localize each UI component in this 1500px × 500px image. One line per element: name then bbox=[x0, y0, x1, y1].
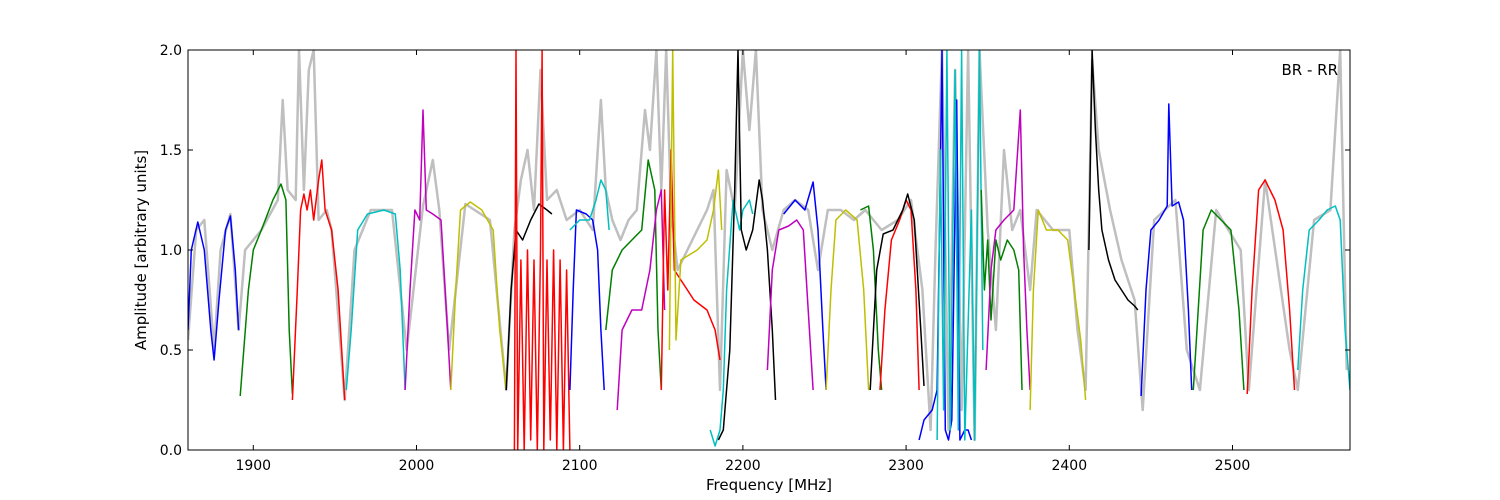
y-tick-label: 0.0 bbox=[160, 443, 182, 459]
plot-frame bbox=[187, 49, 1351, 451]
series-line-15 bbox=[709, 199, 754, 447]
y-axis-ticks: 0.0 0.5 1.0 1.5 2.0 bbox=[160, 43, 1350, 459]
series-line-28 bbox=[1088, 50, 1139, 311]
series-line-16 bbox=[717, 50, 777, 441]
x-axis-label: Frequency [MHz] bbox=[706, 476, 832, 494]
series-line-17 bbox=[766, 219, 814, 391]
series-line-26 bbox=[985, 109, 1031, 391]
series-line-32 bbox=[1297, 205, 1350, 391]
x-tick-label: 2300 bbox=[888, 458, 924, 474]
y-tick-label: 0.5 bbox=[160, 343, 182, 359]
series-line-22 bbox=[869, 193, 925, 391]
x-tick-label: 2000 bbox=[399, 458, 435, 474]
series-line-25 bbox=[980, 189, 1023, 391]
series-line-5 bbox=[404, 109, 452, 391]
x-tick-label: 2100 bbox=[562, 458, 598, 474]
series-line-24 bbox=[936, 50, 984, 441]
series-line-4 bbox=[345, 209, 406, 391]
series-line-11 bbox=[605, 159, 663, 391]
background-trace bbox=[188, 50, 1348, 442]
series-line-6 bbox=[450, 201, 507, 391]
y-tick-label: 2.0 bbox=[160, 43, 182, 59]
x-tick-label: 2500 bbox=[1215, 458, 1251, 474]
series-line-19 bbox=[825, 209, 870, 391]
series-line-27 bbox=[1029, 209, 1087, 411]
series-line-13 bbox=[660, 149, 721, 391]
y-tick-label: 1.5 bbox=[160, 143, 182, 159]
y-axis-label: Amplitude [arbitrary units] bbox=[132, 150, 150, 350]
series-line-14 bbox=[668, 50, 723, 351]
series-line-8 bbox=[513, 50, 571, 450]
series-line-29 bbox=[1140, 103, 1193, 397]
series-line-30 bbox=[1192, 209, 1245, 391]
series-line-1 bbox=[188, 215, 240, 361]
series-line-7 bbox=[505, 203, 553, 391]
background-trace-layer bbox=[188, 50, 1348, 442]
series-line-12 bbox=[616, 189, 666, 411]
series-line-9 bbox=[569, 209, 605, 391]
series-line-10 bbox=[569, 179, 610, 231]
x-tick-label: 1900 bbox=[235, 458, 271, 474]
chart-annotation: BR - RR bbox=[1281, 61, 1338, 79]
series-line-3 bbox=[291, 159, 346, 401]
x-axis-ticks: 1900 2000 2100 2200 2300 2400 2500 bbox=[235, 50, 1250, 474]
series-layer bbox=[188, 50, 1350, 450]
series-line-31 bbox=[1246, 179, 1296, 395]
x-tick-label: 2200 bbox=[725, 458, 761, 474]
x-tick-label: 2400 bbox=[1051, 458, 1087, 474]
series-line-20 bbox=[860, 205, 883, 391]
series-line-2 bbox=[239, 183, 294, 397]
series-line-18 bbox=[783, 181, 827, 391]
y-tick-label: 1.0 bbox=[160, 243, 182, 259]
